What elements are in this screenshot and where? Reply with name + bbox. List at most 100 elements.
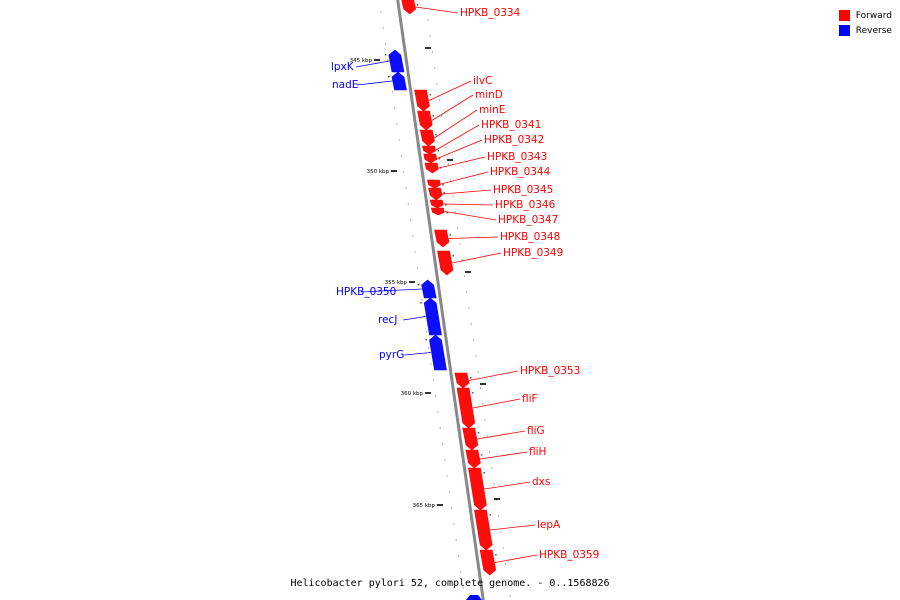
gene-label[interactable]: HPKB_0350 <box>336 286 396 298</box>
gene-marker <box>420 302 422 304</box>
gene-marker <box>384 54 387 56</box>
gene-label[interactable]: fliG <box>527 425 545 437</box>
legend-reverse: Reverse <box>838 23 892 38</box>
gene-marker <box>449 234 452 236</box>
gene-marker <box>429 94 432 96</box>
gene-leader-line <box>431 94 474 121</box>
gene-leader-line <box>402 316 426 321</box>
gene-label[interactable]: HPKB_0359 <box>539 549 599 561</box>
gene-leader-line <box>480 451 528 460</box>
gene-arrow[interactable] <box>429 199 444 209</box>
gene-label[interactable]: HPKB_0341 <box>481 119 541 131</box>
gene-label[interactable]: minE <box>479 104 505 116</box>
gene-arrow[interactable] <box>428 187 443 201</box>
genome-caption: Helicobacter pylori 52, complete genome.… <box>290 578 610 589</box>
gene-marker <box>445 204 447 206</box>
gene-arrow[interactable] <box>421 279 437 299</box>
gene-label[interactable]: minD <box>475 89 503 101</box>
gene-arrow[interactable] <box>419 129 435 147</box>
gene-leader-line <box>490 524 536 531</box>
gene-leader-line <box>484 481 531 490</box>
gene-label[interactable]: fliF <box>522 393 538 405</box>
gene-leader-line <box>355 60 390 68</box>
gene-arrow-partial <box>466 595 482 600</box>
gene-marker <box>469 377 472 379</box>
gene-arrow[interactable] <box>423 153 438 164</box>
gene-arrow[interactable] <box>462 427 479 451</box>
kbp-label: 360 kbp <box>401 391 424 397</box>
gene-label[interactable]: HPKB_0344 <box>490 166 551 178</box>
scale-ticks <box>380 11 511 597</box>
gene-marker <box>480 454 483 456</box>
gene-label[interactable]: lepA <box>537 519 561 531</box>
gene-leader-line <box>444 211 497 221</box>
gene-arrow[interactable] <box>423 297 442 336</box>
gene-label[interactable]: HPKB_0353 <box>520 365 580 377</box>
gene-arrow[interactable] <box>434 229 450 248</box>
gene-marker <box>417 284 420 286</box>
gene-marker <box>477 432 480 434</box>
gene-label[interactable]: HPKB_0348 <box>500 231 560 243</box>
gene-label[interactable]: lpxK <box>331 61 355 73</box>
gene-label[interactable]: HPKB_0345 <box>493 184 553 196</box>
gene-arrow[interactable] <box>430 207 445 216</box>
gene-leader-line <box>443 203 494 206</box>
gene-arrow[interactable] <box>437 250 454 276</box>
gene-leader-line <box>494 554 538 563</box>
gene-leader-line <box>415 6 459 14</box>
gene-marker <box>438 158 441 160</box>
gene-marker <box>452 255 455 257</box>
gene-marker <box>495 554 497 556</box>
legend-forward-label: Forward <box>855 10 892 21</box>
gene-arrow[interactable] <box>429 334 447 371</box>
gene-arrow[interactable] <box>388 49 405 73</box>
gene-marker <box>442 184 444 186</box>
gene-marker <box>446 212 448 214</box>
gene-leader-line <box>468 370 519 381</box>
gene-label[interactable]: dxs <box>532 476 550 488</box>
gene-marker <box>483 472 485 474</box>
gene-label[interactable]: HPKB_0343 <box>487 151 547 163</box>
gene-arrow[interactable] <box>401 0 417 15</box>
gene-leader-line <box>435 124 480 151</box>
gene-arrow[interactable] <box>424 162 439 174</box>
kbp-label: 365 kbp <box>413 503 436 509</box>
gene-arrow[interactable] <box>479 549 497 576</box>
gene-label[interactable]: fliH <box>529 446 546 458</box>
kbp-label: 345 kbp <box>350 58 373 64</box>
gene-label[interactable]: ilvC <box>473 75 492 87</box>
legend-forward: Forward <box>838 8 892 23</box>
gene-arrow[interactable] <box>391 71 407 91</box>
gene-arrow[interactable] <box>422 145 437 155</box>
gene-label[interactable]: HPKB_0342 <box>484 134 544 146</box>
gene-label[interactable]: nadE <box>332 79 358 91</box>
gene-label[interactable]: HPKB_0349 <box>503 247 563 259</box>
forward-swatch <box>838 10 850 21</box>
gene-labels: HPKB_0334 lpxK nadE ilvC minD minE HPKB_0341 HP… <box>331 6 599 563</box>
gene-arrow[interactable] <box>417 110 433 131</box>
gene-arrow[interactable] <box>456 387 476 429</box>
gene-label[interactable]: HPKB_0347 <box>498 214 558 226</box>
legend-reverse-label: Reverse <box>855 25 892 36</box>
gene-arrow[interactable] <box>427 179 441 189</box>
gene-leader-line <box>360 288 422 293</box>
gene-arrow[interactable] <box>474 509 493 551</box>
gene-leader-line <box>428 80 472 101</box>
gene-arrow[interactable] <box>454 372 470 389</box>
gene-marker <box>437 150 440 152</box>
gene-label[interactable]: HPKB_0346 <box>495 199 556 211</box>
gene-label[interactable]: HPKB_0334 <box>460 7 521 19</box>
gene-arrow[interactable] <box>468 467 487 511</box>
gene-marker <box>432 115 435 117</box>
gene-arrow[interactable] <box>465 449 481 469</box>
gene-leader-line <box>438 156 486 169</box>
gene-leader-line <box>477 430 526 440</box>
gene-leader-line <box>442 189 492 195</box>
gene-label[interactable]: recJ <box>378 314 397 326</box>
gene-marker <box>435 134 437 136</box>
gene-leader-line <box>434 109 478 139</box>
gene-label[interactable]: pyrG <box>379 349 404 361</box>
gene-arrow[interactable] <box>414 89 430 112</box>
kbp-label: 350 kbp <box>367 169 390 175</box>
